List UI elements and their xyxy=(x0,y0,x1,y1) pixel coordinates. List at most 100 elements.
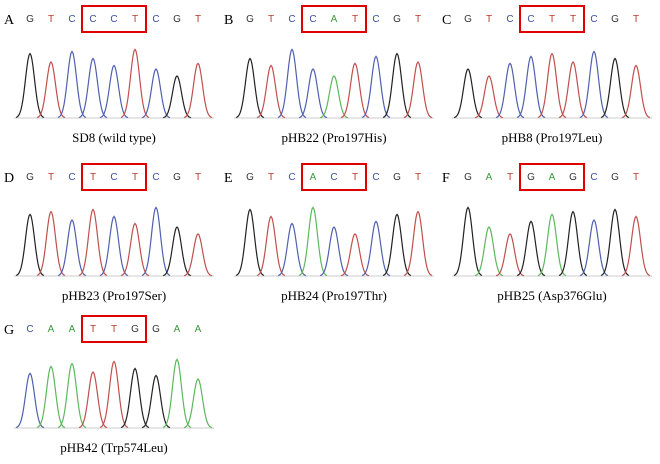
peak xyxy=(298,68,328,119)
base-call: G xyxy=(173,172,181,183)
peak xyxy=(600,208,630,277)
base-call: C xyxy=(110,14,117,25)
base-call: A xyxy=(549,172,556,183)
base-call: C xyxy=(68,14,75,25)
base-call: G xyxy=(393,14,401,25)
peak xyxy=(183,233,213,277)
peak xyxy=(256,64,286,119)
base-call: G xyxy=(131,324,139,335)
base-call: G xyxy=(569,172,577,183)
peak xyxy=(141,206,171,277)
base-call: G xyxy=(246,14,254,25)
panel-letter: C xyxy=(442,13,451,28)
peak xyxy=(382,52,412,119)
peak xyxy=(235,57,265,119)
base-call: C xyxy=(372,14,379,25)
peak xyxy=(36,210,66,277)
peak xyxy=(183,378,213,429)
base-call: C xyxy=(288,14,295,25)
peak xyxy=(319,75,349,119)
peak xyxy=(403,210,433,277)
peak xyxy=(600,57,630,119)
base-call: C xyxy=(288,172,295,183)
peak xyxy=(162,226,192,277)
base-call: C xyxy=(330,172,337,183)
base-call: T xyxy=(352,14,358,25)
base-call: A xyxy=(48,324,55,335)
caption: pHB8 (Pro197Leu) xyxy=(502,130,603,145)
base-call: G xyxy=(611,14,619,25)
base-call: G xyxy=(152,324,160,335)
base-call: C xyxy=(152,172,159,183)
base-call: T xyxy=(633,172,639,183)
base-call: G xyxy=(173,14,181,25)
peak xyxy=(183,62,213,119)
panel-letter: A xyxy=(4,13,15,28)
peak xyxy=(537,213,567,277)
peak xyxy=(99,215,129,277)
peak xyxy=(141,374,171,429)
peak xyxy=(516,220,546,277)
base-call: A xyxy=(174,324,181,335)
peak xyxy=(162,358,192,429)
peak xyxy=(361,220,391,277)
peak xyxy=(579,218,609,277)
peak xyxy=(99,360,129,429)
peak xyxy=(36,365,66,429)
base-call: T xyxy=(195,14,201,25)
caption: SD8 (wild type) xyxy=(72,130,156,145)
base-call: T xyxy=(90,324,96,335)
panel-letter: E xyxy=(224,171,233,186)
panel-letter: D xyxy=(4,171,14,186)
base-call: G xyxy=(611,172,619,183)
base-call: T xyxy=(195,172,201,183)
base-call: G xyxy=(246,172,254,183)
peak xyxy=(495,62,525,119)
peak xyxy=(15,213,45,277)
highlight-box xyxy=(301,5,367,33)
base-call: C xyxy=(309,14,316,25)
highlight-box xyxy=(81,5,147,33)
peak xyxy=(537,52,567,119)
peak xyxy=(78,208,108,277)
base-call: C xyxy=(68,172,75,183)
peak xyxy=(57,362,87,429)
peak xyxy=(15,372,45,429)
highlight-box xyxy=(301,163,367,191)
base-call: C xyxy=(506,14,513,25)
peak xyxy=(340,233,370,277)
base-call: G xyxy=(464,172,472,183)
peak xyxy=(36,60,66,119)
peak xyxy=(558,60,588,119)
base-call: T xyxy=(486,14,492,25)
peak xyxy=(99,64,129,119)
base-call: A xyxy=(310,172,317,183)
base-call: G xyxy=(527,172,535,183)
highlight-box xyxy=(81,163,147,191)
base-call: G xyxy=(393,172,401,183)
base-call: T xyxy=(549,14,555,25)
base-call: T xyxy=(132,172,138,183)
peak xyxy=(453,206,483,277)
peak xyxy=(141,68,171,119)
peak xyxy=(579,50,609,119)
peak xyxy=(162,75,192,119)
caption: pHB22 (Pro197His) xyxy=(281,130,386,145)
base-call: T xyxy=(111,324,117,335)
peak xyxy=(403,60,433,119)
base-call: T xyxy=(268,172,274,183)
base-call: T xyxy=(48,14,54,25)
base-call: T xyxy=(132,14,138,25)
highlight-box xyxy=(519,5,585,33)
peak xyxy=(453,68,483,119)
highlight-box xyxy=(81,315,147,343)
peak xyxy=(516,55,546,119)
base-call: T xyxy=(633,14,639,25)
peak xyxy=(277,48,307,119)
peak xyxy=(120,48,150,119)
base-call: G xyxy=(26,172,34,183)
base-call: T xyxy=(415,172,421,183)
peak xyxy=(78,370,108,429)
panel-letter: B xyxy=(224,13,233,28)
